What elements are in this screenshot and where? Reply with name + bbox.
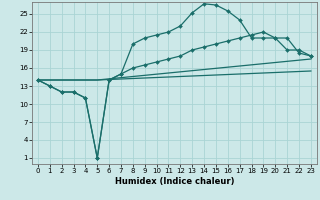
- X-axis label: Humidex (Indice chaleur): Humidex (Indice chaleur): [115, 177, 234, 186]
